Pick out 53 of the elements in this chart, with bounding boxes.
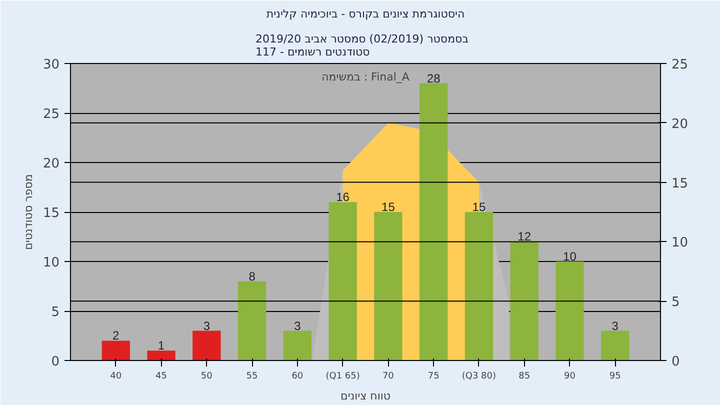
chart-subtitle: בסמסטר (02/2019) סמסטר אביב 2019/20 סטודנטים רשומים - 117	[255, 32, 469, 58]
y-tick-label: 5	[51, 305, 60, 320]
y2-tick-label: 15	[672, 176, 688, 192]
x-tick-label: 60	[292, 372, 304, 382]
x-tick-label: 75	[428, 372, 440, 382]
y-tick-label: 0	[51, 354, 60, 370]
data-label: 1	[158, 338, 165, 353]
data-label: 12	[518, 230, 532, 244]
bar	[238, 281, 266, 360]
bar	[420, 83, 448, 360]
x-tick-label: 50	[200, 372, 213, 382]
data-label: 2	[112, 328, 120, 343]
data-label: 28	[426, 71, 441, 86]
y2-tick-label: 0	[672, 354, 680, 370]
y2-tick-label: 25	[672, 58, 688, 72]
x-tick-label: 45	[156, 372, 167, 382]
bar	[283, 330, 312, 360]
y2-tick-label: 5	[672, 295, 680, 310]
y2-tick-label: 10	[672, 236, 688, 251]
bar	[464, 212, 494, 360]
x-tick-label: 85	[518, 372, 530, 382]
data-label: 3	[203, 318, 210, 333]
y-tick-label: 30	[42, 58, 60, 72]
bar	[601, 330, 630, 360]
x-tick-label: 55	[246, 372, 258, 382]
bar	[510, 242, 538, 360]
x-tick-label: (Q1 65)	[326, 372, 360, 382]
y-tick-label: 15	[42, 206, 60, 221]
data-label: 15	[382, 200, 396, 214]
bar	[192, 330, 221, 360]
x-tick-label: (Q3 80)	[462, 372, 496, 382]
data-label: 3	[612, 318, 619, 333]
annotation: במשימה : Final_A	[322, 70, 410, 84]
chart-title: היסטוגרמת ציונים בקורס - ביוכימיה קלינית	[266, 8, 465, 20]
y2-tick-label: 20	[672, 116, 688, 132]
x-tick-label: 90	[564, 372, 576, 382]
bar	[374, 212, 402, 360]
y-tick-label: 10	[42, 256, 60, 270]
y-tick-label: 25	[42, 107, 60, 122]
data-label: 8	[248, 269, 256, 284]
bar	[147, 350, 176, 360]
bar	[102, 340, 130, 360]
y-axis-title: מספר סטודנטים	[22, 174, 35, 250]
bar	[328, 202, 357, 360]
data-label: 3	[294, 318, 302, 333]
x-tick-label: 70	[382, 372, 394, 382]
data-label: 10	[563, 250, 577, 264]
x-tick-label: 95	[609, 372, 621, 382]
y-tick-label: 20	[42, 156, 60, 172]
data-label: 16	[336, 190, 350, 204]
x-axis-title: טווח ציונים	[340, 390, 390, 402]
bar	[556, 262, 584, 360]
x-tick-label: 40	[110, 372, 122, 382]
